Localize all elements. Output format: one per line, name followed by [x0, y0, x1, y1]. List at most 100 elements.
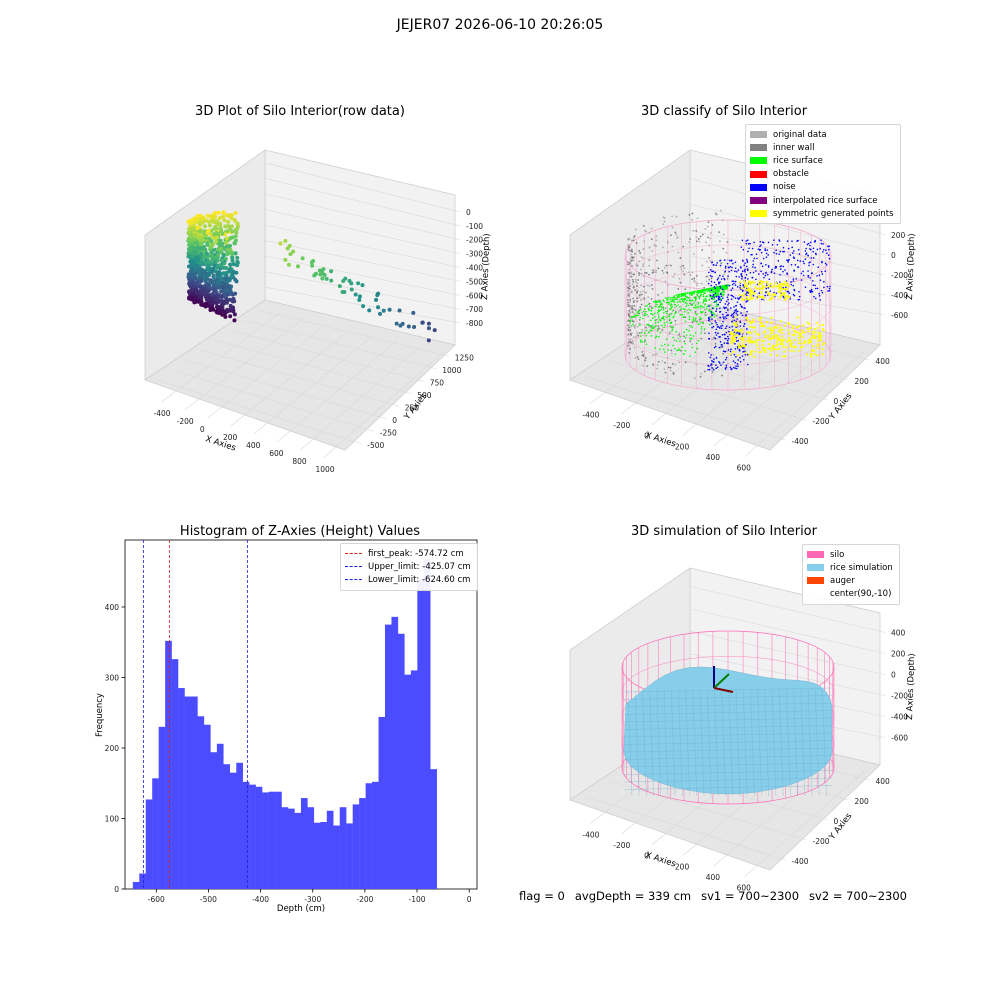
tick-label: -600	[891, 311, 908, 320]
data-point	[750, 351, 753, 354]
data-point	[704, 228, 707, 230]
data-point	[632, 237, 635, 239]
data-point	[688, 330, 690, 332]
data-point	[770, 316, 773, 319]
data-point	[221, 214, 226, 219]
data-point	[693, 277, 696, 280]
data-point	[676, 236, 679, 239]
data-point	[708, 316, 710, 319]
data-point	[735, 320, 737, 323]
data-point	[780, 339, 783, 342]
data-point	[675, 233, 678, 236]
histogram-bar	[410, 670, 418, 889]
data-point	[632, 280, 635, 283]
data-point	[744, 270, 746, 273]
data-point	[679, 309, 682, 312]
tick-label: -200	[813, 417, 830, 426]
data-point	[695, 236, 698, 239]
data-point	[628, 268, 630, 271]
data-point	[674, 312, 676, 315]
data-point	[744, 282, 748, 285]
tick-label: -600	[466, 291, 483, 300]
data-point	[700, 332, 702, 335]
legend-swatch	[750, 170, 767, 178]
data-point	[636, 264, 639, 267]
data-point	[662, 223, 665, 226]
data-point	[744, 268, 747, 271]
data-point	[722, 350, 725, 352]
data-point	[819, 332, 822, 335]
data-point	[221, 210, 226, 215]
data-point	[627, 329, 630, 331]
data-point	[216, 299, 221, 304]
data-point	[727, 304, 729, 306]
data-point	[642, 310, 645, 313]
data-point	[654, 305, 657, 308]
data-point	[732, 312, 735, 315]
data-point	[744, 353, 747, 356]
data-point	[791, 246, 793, 249]
data-point	[729, 265, 732, 268]
data-point	[235, 255, 240, 260]
data-point	[711, 270, 713, 273]
data-point	[701, 248, 704, 251]
data-point	[749, 325, 752, 328]
histogram-bar	[333, 825, 340, 889]
data-point	[822, 243, 824, 245]
data-point	[670, 234, 672, 237]
legend-label: Lower_limit: -624.60 cm	[368, 574, 471, 585]
data-point	[767, 241, 770, 244]
histogram-bar	[339, 807, 347, 889]
data-point	[782, 250, 784, 253]
data-point	[798, 325, 801, 328]
data-point	[742, 248, 745, 251]
data-point	[630, 275, 633, 278]
data-point	[793, 294, 796, 297]
data-point	[761, 343, 764, 346]
data-point	[785, 286, 787, 289]
data-point	[204, 283, 209, 288]
data-point	[702, 321, 705, 324]
data-point	[639, 335, 642, 337]
data-point	[800, 279, 803, 281]
data-point	[707, 368, 709, 371]
data-point	[667, 349, 670, 351]
data-point	[644, 339, 647, 341]
data-point	[720, 291, 723, 294]
data-point	[654, 353, 657, 356]
data-point	[700, 305, 702, 307]
data-point	[232, 241, 237, 246]
data-point	[317, 268, 322, 273]
data-point	[691, 212, 694, 215]
data-point	[694, 304, 697, 307]
data-point	[708, 244, 711, 247]
data-point	[670, 321, 673, 324]
data-point	[828, 245, 831, 247]
data-point	[719, 240, 721, 243]
panel4-xlabel: X Axies	[644, 850, 677, 869]
data-point	[231, 305, 236, 310]
data-point	[783, 350, 786, 353]
data-point	[224, 236, 229, 241]
data-point	[206, 228, 211, 233]
data-point	[696, 321, 698, 323]
panel4-zlabel: Z Axies (Depth)	[905, 653, 917, 720]
data-point	[748, 287, 751, 290]
data-point	[729, 332, 732, 335]
data-point	[640, 256, 643, 258]
data-point	[829, 285, 831, 288]
data-point	[218, 280, 223, 285]
histogram-bar	[385, 624, 392, 889]
data-point	[637, 314, 640, 317]
data-point	[719, 259, 722, 262]
data-point	[700, 294, 702, 296]
data-point	[676, 349, 679, 352]
data-point	[743, 264, 746, 267]
data-point	[810, 257, 813, 259]
data-point	[797, 298, 800, 301]
data-point	[821, 260, 823, 263]
data-point	[661, 329, 664, 331]
tick-label: -300	[466, 250, 483, 259]
tick-label: -400	[891, 713, 908, 722]
panel3-vlines	[143, 540, 248, 889]
